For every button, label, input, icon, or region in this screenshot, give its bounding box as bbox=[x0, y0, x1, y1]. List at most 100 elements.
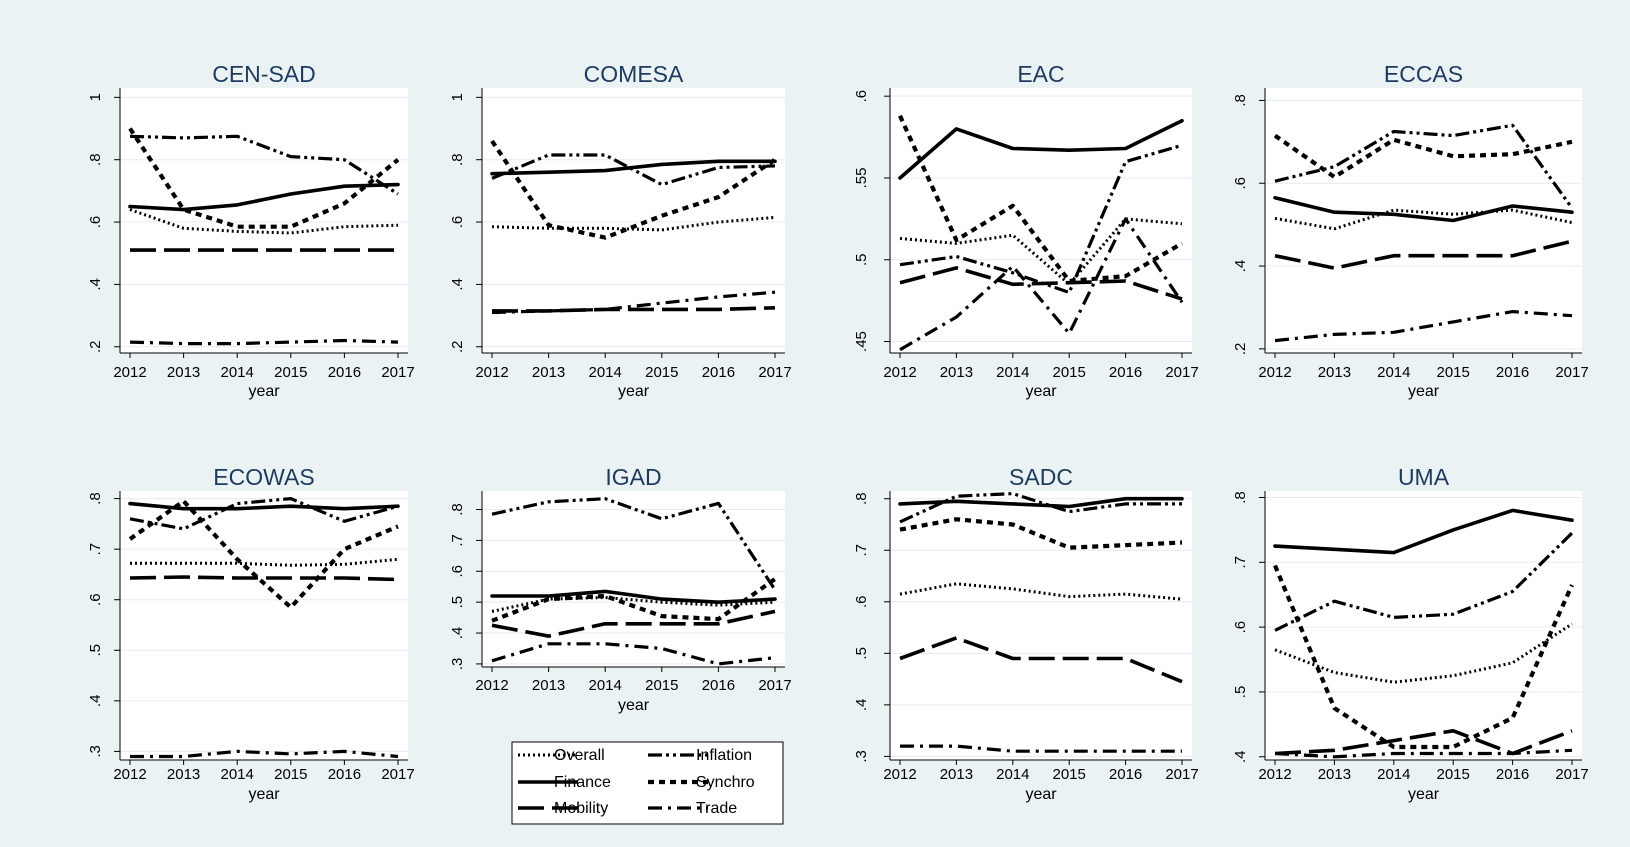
series-line-overall bbox=[129, 208, 399, 235]
y-tick-label: .5 bbox=[449, 596, 466, 609]
legend-label-finance: Finance bbox=[554, 774, 611, 791]
x-tick-label: 2016 bbox=[328, 364, 361, 381]
x-tick-label: 2014 bbox=[589, 364, 622, 381]
x-tick-label: 2016 bbox=[702, 364, 735, 381]
series-line-trade bbox=[130, 749, 399, 759]
series-line-trade bbox=[491, 642, 776, 666]
legend-label-overall: Overall bbox=[554, 747, 605, 764]
series-line-mobility bbox=[1274, 728, 1573, 756]
series-line-mobility bbox=[899, 636, 1183, 684]
series-line-finance bbox=[128, 501, 400, 511]
y-tick-label: 1 bbox=[87, 93, 104, 101]
series-line-finance bbox=[898, 118, 1184, 180]
x-tick-label: 2015 bbox=[1053, 364, 1086, 381]
y-tick-label: .3 bbox=[449, 658, 466, 671]
series-line-overall bbox=[899, 582, 1183, 601]
series-line-overall bbox=[899, 217, 1183, 286]
x-tick-label: 2014 bbox=[589, 677, 622, 694]
y-tick-label: .6 bbox=[853, 90, 870, 103]
panel-comesa: .2 .4 .6 .8 1 2012 2013 2014 2015 2016 2017 year COM… bbox=[449, 61, 792, 400]
series-line-inflation bbox=[129, 134, 399, 196]
series-line-mobility bbox=[1274, 239, 1573, 270]
plot-area bbox=[890, 491, 1192, 760]
panel-cen-sad: .2 .4 .6 .8 1 2012 2013 2014 2015 2016 2017 year CEN… bbox=[87, 61, 415, 400]
legend-label-mobility: Mobility bbox=[554, 800, 608, 817]
legend-label-inflation: Inflation bbox=[696, 747, 752, 764]
y-tick-label: .6 bbox=[87, 216, 104, 229]
x-tick-label: 2013 bbox=[1318, 364, 1351, 381]
series-line-finance bbox=[128, 182, 400, 212]
series-line-finance bbox=[1273, 195, 1574, 223]
series-line-trade bbox=[900, 744, 1182, 753]
x-tick-label: 2014 bbox=[1377, 364, 1410, 381]
series-line-mobility bbox=[492, 306, 776, 313]
x-tick-label: 2013 bbox=[532, 677, 565, 694]
x-tick-label: 2017 bbox=[1555, 766, 1588, 783]
y-tick-label: .8 bbox=[449, 153, 466, 166]
y-tick-label: .8 bbox=[853, 492, 870, 505]
legend-label-synchro: Synchro bbox=[696, 774, 755, 791]
y-tick-label: .4 bbox=[449, 627, 466, 640]
y-tick-label: .5 bbox=[853, 254, 870, 267]
x-tick-label: 2012 bbox=[113, 766, 146, 783]
x-tick-label: 2013 bbox=[940, 766, 973, 783]
series-line-synchro bbox=[1273, 564, 1574, 750]
series-line-synchro bbox=[491, 577, 777, 623]
series-line-trade bbox=[129, 338, 399, 346]
legend-label-trade: Trade bbox=[696, 800, 737, 817]
x-tick-label: 2017 bbox=[381, 364, 414, 381]
series-line-finance bbox=[898, 496, 1184, 509]
x-tick-label: 2015 bbox=[274, 766, 307, 783]
panel-title: CEN-SAD bbox=[212, 61, 316, 87]
panel-title: EAC bbox=[1017, 61, 1064, 87]
series-line-trade bbox=[1274, 748, 1573, 759]
panel-title: ECOWAS bbox=[213, 464, 314, 490]
panel-title: COMESA bbox=[584, 61, 684, 87]
panel-title: UMA bbox=[1398, 464, 1450, 490]
y-tick-label: .8 bbox=[87, 153, 104, 166]
series-line-trade bbox=[491, 290, 776, 315]
x-tick-label: 2015 bbox=[1437, 766, 1470, 783]
x-axis-label: year bbox=[618, 697, 650, 714]
x-tick-label: 2017 bbox=[1165, 364, 1198, 381]
plot-area bbox=[1265, 88, 1582, 353]
y-tick-label: .3 bbox=[853, 750, 870, 763]
x-tick-label: 2013 bbox=[532, 364, 565, 381]
series-line-finance bbox=[490, 589, 777, 605]
x-tick-label: 2012 bbox=[113, 364, 146, 381]
x-tick-label: 2012 bbox=[475, 364, 508, 381]
x-axis-label: year bbox=[618, 383, 650, 400]
y-tick-label: .7 bbox=[853, 544, 870, 557]
series-line-synchro bbox=[899, 517, 1183, 550]
y-tick-label: .4 bbox=[1232, 751, 1249, 764]
x-tick-label: 2013 bbox=[167, 766, 200, 783]
y-tick-label: .8 bbox=[87, 492, 104, 505]
y-tick-label: .7 bbox=[449, 534, 466, 547]
series-line-overall bbox=[1274, 208, 1573, 231]
x-tick-label: 2016 bbox=[1109, 766, 1142, 783]
panel-title: ECCAS bbox=[1384, 61, 1463, 87]
y-tick-label: .7 bbox=[1232, 556, 1249, 569]
y-tick-label: .4 bbox=[87, 695, 104, 708]
panel-title: IGAD bbox=[605, 464, 661, 490]
x-tick-label: 2015 bbox=[1437, 364, 1470, 381]
x-tick-label: 2012 bbox=[1258, 766, 1291, 783]
y-tick-label: .55 bbox=[853, 168, 870, 189]
x-tick-label: 2015 bbox=[1053, 766, 1086, 783]
x-tick-label: 2015 bbox=[645, 364, 678, 381]
y-tick-label: .5 bbox=[853, 647, 870, 660]
y-tick-label: .8 bbox=[1232, 94, 1249, 107]
x-tick-label: 2016 bbox=[1496, 766, 1529, 783]
y-tick-label: .4 bbox=[1232, 260, 1249, 273]
y-tick-label: .6 bbox=[1232, 177, 1249, 190]
x-tick-label: 2012 bbox=[1258, 364, 1291, 381]
x-tick-label: 2015 bbox=[645, 677, 678, 694]
panel-eccas: .2 .4 .6 .8 2012 2013 2014 2015 2016 2017 year ECCA… bbox=[1232, 61, 1589, 400]
series-line-inflation bbox=[1274, 531, 1574, 632]
x-axis-label: year bbox=[1408, 786, 1440, 803]
y-tick-label: .8 bbox=[1232, 491, 1249, 504]
series-line-mobility bbox=[899, 266, 1183, 301]
series-line-inflation bbox=[491, 153, 776, 187]
x-tick-label: 2013 bbox=[940, 364, 973, 381]
series-line-inflation bbox=[491, 497, 777, 591]
